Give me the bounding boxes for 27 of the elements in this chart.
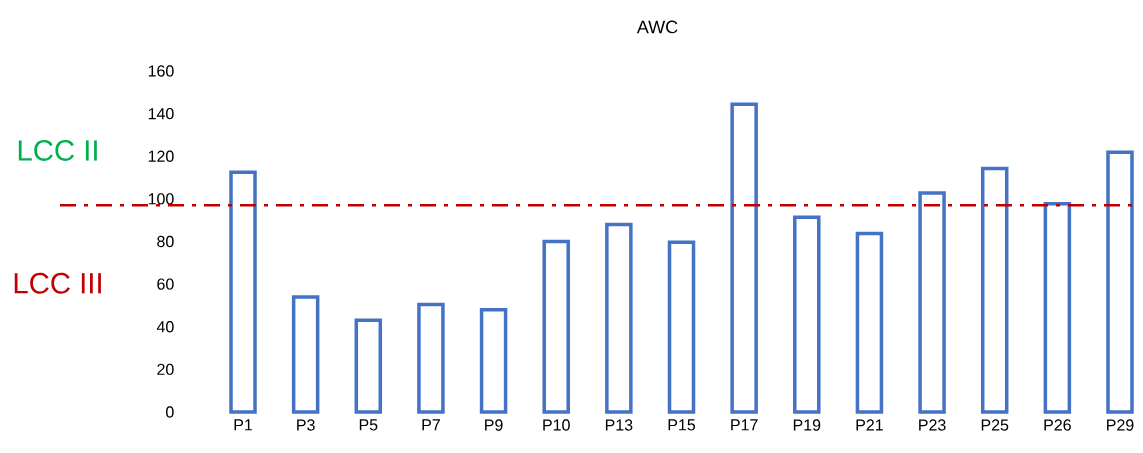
x-tick-label: P7 bbox=[422, 419, 440, 431]
y-tick-label: 40 bbox=[156, 321, 174, 333]
y-tick-label: 0 bbox=[166, 406, 174, 418]
x-tick-label: P29 bbox=[1107, 419, 1134, 431]
y-tick-label: 100 bbox=[148, 193, 174, 205]
x-tick-label: P3 bbox=[297, 419, 315, 431]
text: LCC III bbox=[14, 272, 101, 294]
y-tick-label: 60 bbox=[157, 278, 174, 290]
chart-title: AWC bbox=[636, 20, 678, 34]
x-tick-label: P17 bbox=[731, 419, 758, 431]
y-tick-label: 160 bbox=[148, 65, 174, 77]
x-tick-label: P21 bbox=[856, 419, 883, 431]
x-tick-label: P1 bbox=[234, 419, 253, 431]
x-tick-label: P9 bbox=[485, 419, 503, 431]
x-tick-label: P13 bbox=[605, 419, 633, 431]
x-tick-label: P15 bbox=[668, 419, 696, 431]
x-tick-label: P26 bbox=[1044, 419, 1071, 431]
y-tick-label: 140 bbox=[148, 107, 174, 120]
y-tick-label: 120 bbox=[148, 150, 174, 162]
x-tick-label: P25 bbox=[981, 419, 1009, 431]
y-tick-label: 80 bbox=[157, 235, 174, 248]
x-tick-label: P23 bbox=[919, 419, 946, 431]
x-tick-label: P10 bbox=[543, 419, 570, 431]
text: LCC II bbox=[18, 140, 97, 161]
x-tick-label: P19 bbox=[793, 419, 821, 431]
x-tick-label: P5 bbox=[359, 419, 378, 431]
y-tick-label: 20 bbox=[157, 363, 174, 376]
